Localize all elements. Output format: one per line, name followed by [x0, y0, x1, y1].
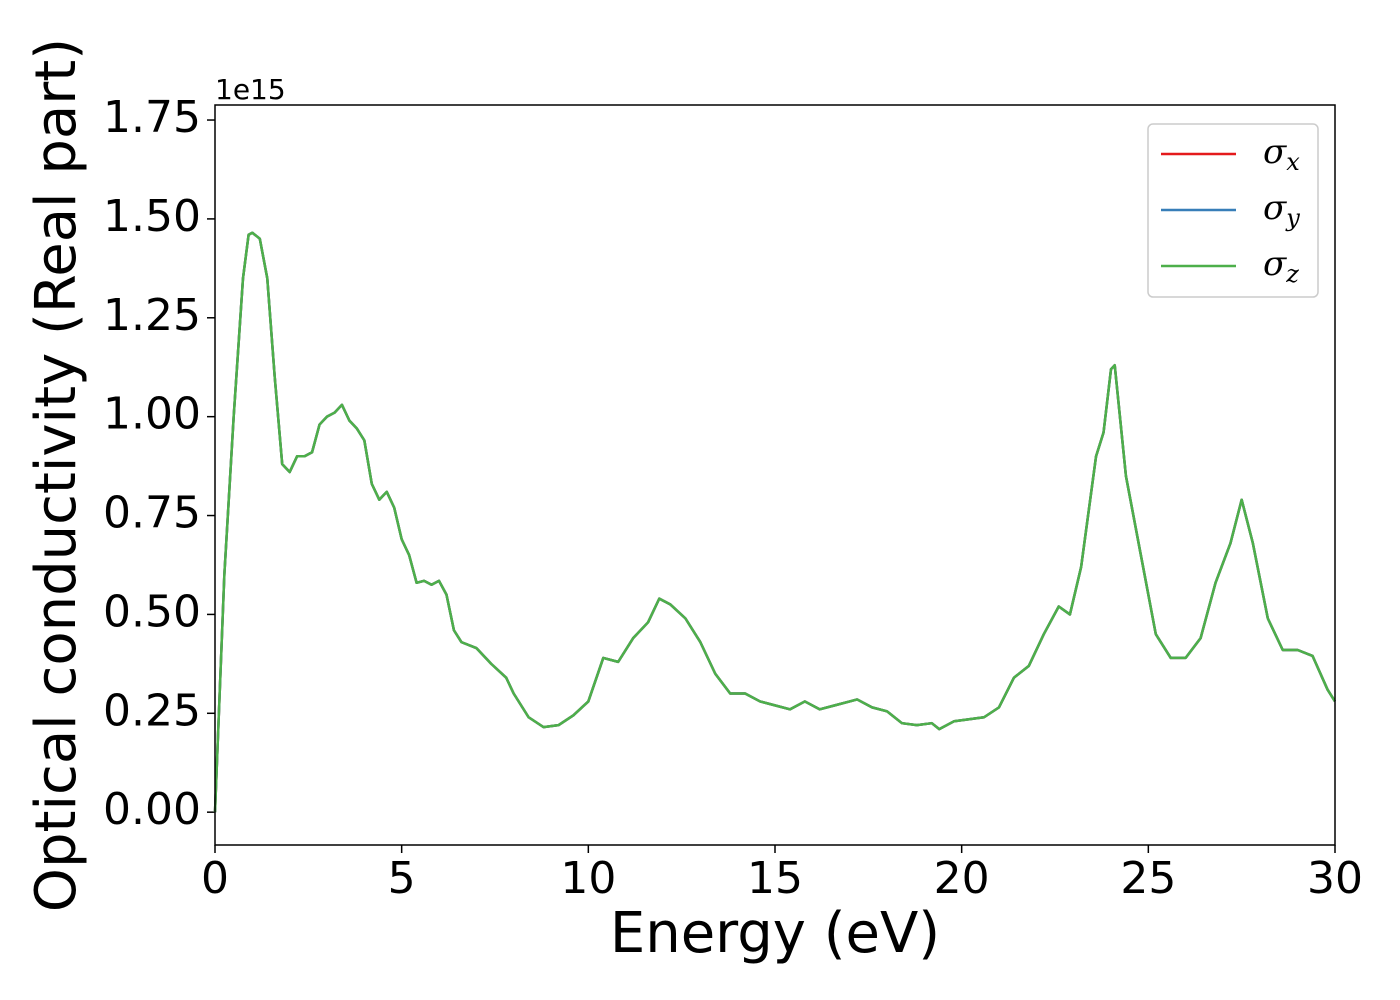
x-tick-label: 0: [201, 853, 229, 904]
line-series: [213, 231, 1337, 813]
y-axis-label: Optical conductivity (Real part): [24, 38, 89, 912]
y-tick-label: 0.00: [103, 784, 201, 835]
x-tick-label: 20: [934, 853, 990, 904]
x-tick-label: 25: [1120, 853, 1176, 904]
x-tick-label: 5: [388, 853, 416, 904]
y-tick-label: 0.50: [103, 586, 201, 637]
x-tick-label: 10: [560, 853, 616, 904]
y-tick-label: 1.75: [103, 92, 201, 143]
y-tick-label: 0.75: [103, 488, 201, 539]
y-tick-label: 1.25: [103, 290, 201, 341]
x-tick-label: 15: [747, 853, 803, 904]
legend-label: σx: [1263, 132, 1300, 176]
x-axis-label: Energy (eV): [610, 901, 940, 966]
plot-frame: [214, 104, 1336, 846]
y-tick-label: 0.25: [103, 685, 201, 736]
legend-label: σy: [1263, 188, 1300, 232]
y-offset-label: 1e15: [215, 73, 286, 106]
x-tick-label: 30: [1307, 853, 1363, 904]
line-series: [213, 231, 1337, 813]
y-tick-label: 1.50: [103, 191, 201, 242]
line-series: [213, 231, 1337, 813]
legend-label: σz: [1263, 244, 1299, 288]
y-tick-label: 1.00: [103, 389, 201, 440]
